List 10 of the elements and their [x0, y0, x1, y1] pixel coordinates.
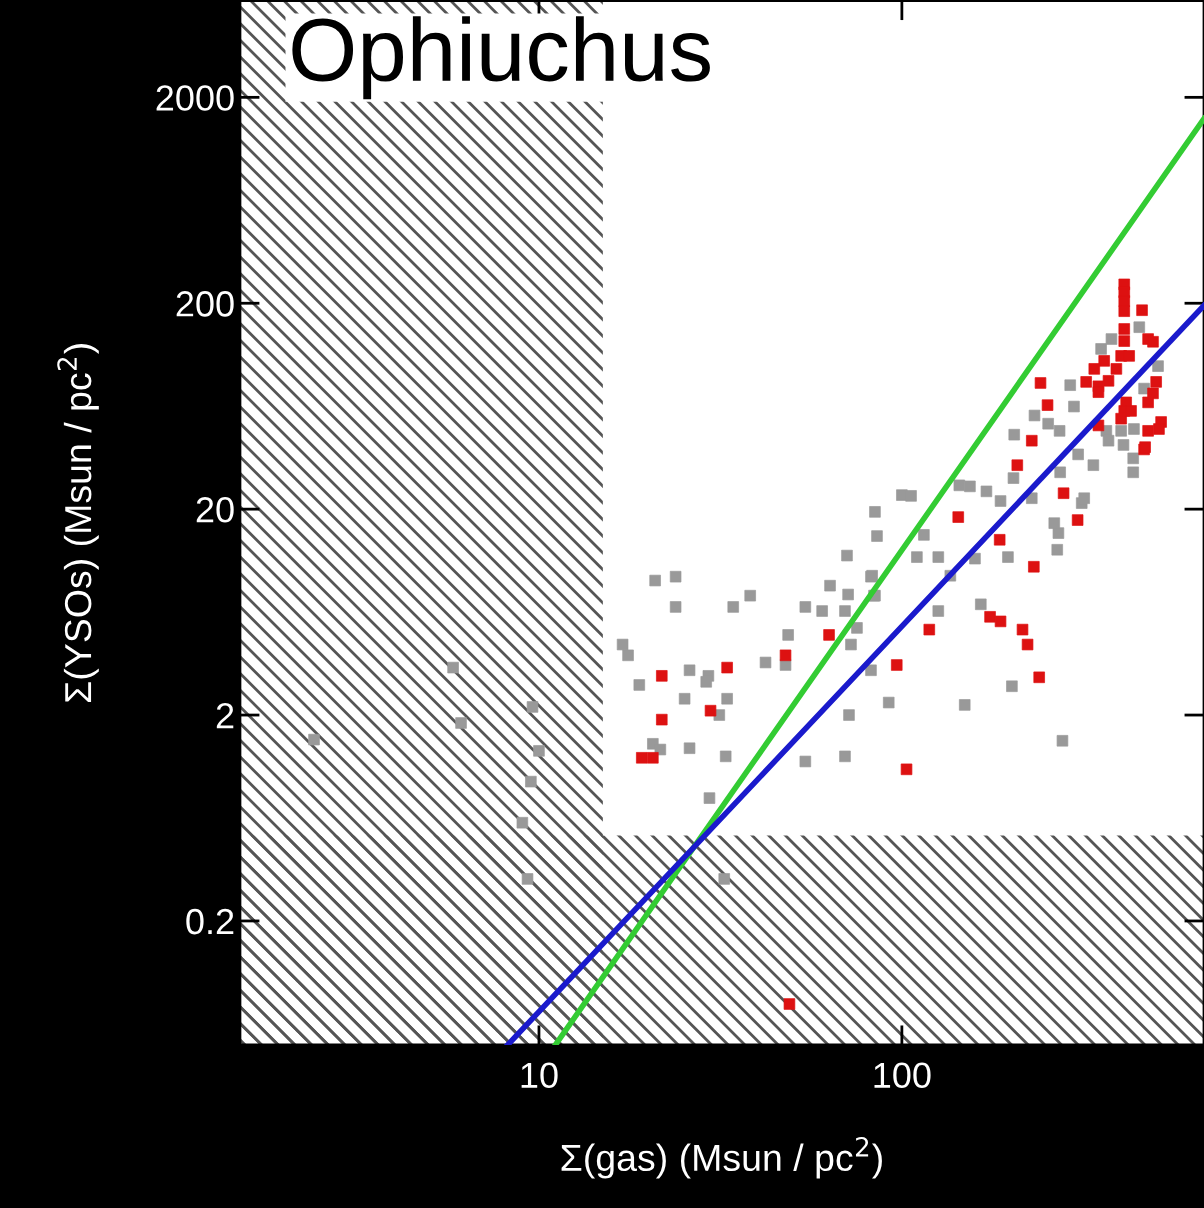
y-tick-label: 2000 [156, 85, 234, 111]
y-tick-label: 0.2 [186, 908, 234, 935]
x-tick-label: 10 [521, 1062, 558, 1089]
y-axis-title: Σ(YSOs) (Msun / pc$^{2}$) [57, 344, 99, 702]
chart-title: Ophiuchus [292, 16, 710, 100]
x-axis-title: Σ(gas) (Msun / pc$^{2}$) [561, 1136, 882, 1179]
y-tick-label: 2 [216, 702, 234, 729]
y-tick-label: 20 [196, 497, 234, 523]
y-tick-label: 200 [176, 291, 234, 317]
x-tick-label: 100 [874, 1062, 931, 1089]
